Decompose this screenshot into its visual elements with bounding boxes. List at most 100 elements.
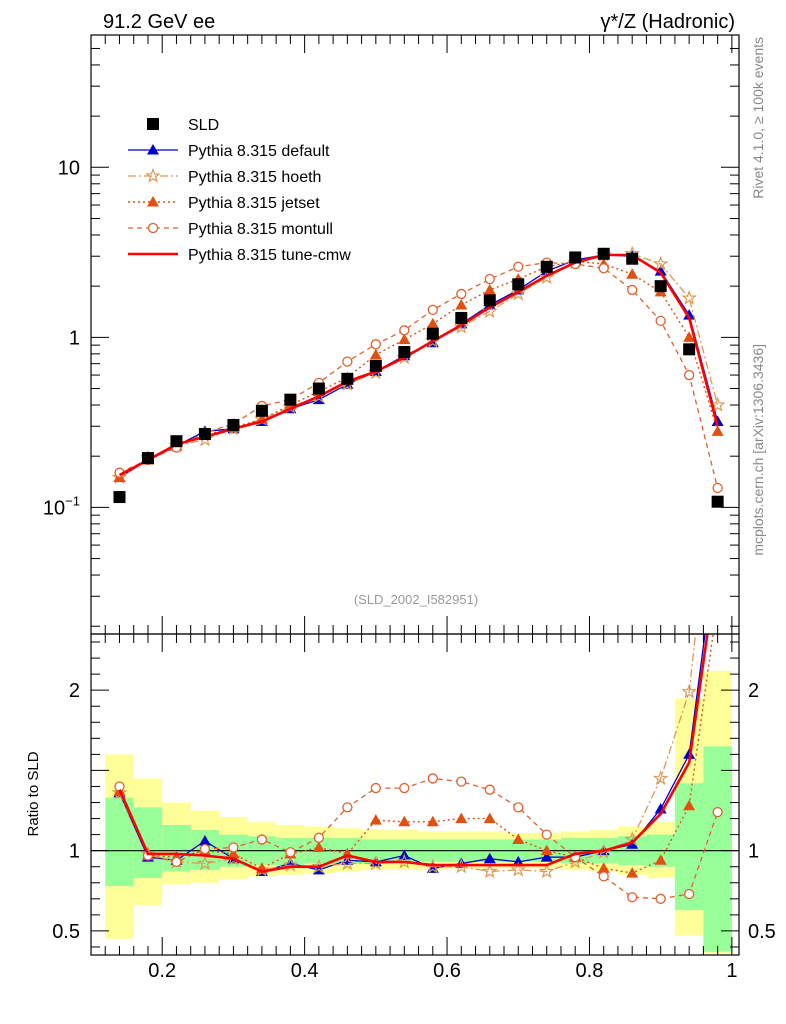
main-point-jetset <box>455 298 468 310</box>
main-point-default <box>711 415 724 426</box>
header-energy: 91.2 GeV ee <box>103 11 215 33</box>
ratio-point-jetset <box>312 841 325 852</box>
ratio-point-hoeth <box>538 863 555 879</box>
ratio-ytick-label-right: 1 <box>748 841 759 863</box>
ratio-ytick-label-right: 0.5 <box>748 921 776 943</box>
main-point-jetset <box>711 425 724 436</box>
ratio-point-montull <box>370 782 381 794</box>
ratio-point-montull <box>313 832 325 843</box>
ratio-point-montull <box>598 871 609 882</box>
ratio-ytick-label-left: 1 <box>69 841 80 863</box>
ratio-point-jetset <box>712 596 724 607</box>
ratio-line-hoeth <box>118 634 697 873</box>
ratio-series <box>111 596 724 904</box>
ratio-uncertainty-bands <box>105 670 732 954</box>
main-point-data <box>284 393 297 406</box>
ratio-series-cmw <box>118 634 709 873</box>
mcplots-label: mcplots.cern.ch [arXiv:1306.3436] <box>750 344 766 556</box>
ratio-point-montull <box>684 888 695 900</box>
ratio-point-jetset <box>398 815 411 827</box>
ratio-ytick-label-right: 2 <box>748 680 759 702</box>
main-line-montull <box>119 261 719 489</box>
main-point-jetset <box>369 348 382 360</box>
main-line-cmw <box>118 253 719 477</box>
ratio-point-montull <box>627 892 638 903</box>
ratio-point-jetset <box>654 854 667 865</box>
main-point-data <box>654 280 667 293</box>
legend-entry-hoeth: Pythia 8.315 hoeth <box>128 167 321 186</box>
main-point-montull <box>484 273 495 285</box>
main-point-data <box>398 345 411 358</box>
main-point-jetset <box>426 317 439 329</box>
ratio-point-jetset <box>512 833 525 844</box>
ratio-ytick-label-left: 0.5 <box>52 921 80 943</box>
ratio-point-montull <box>285 847 296 858</box>
legend-label: Pythia 8.315 tune-cmw <box>188 247 351 264</box>
legend-label: Pythia 8.315 jetset <box>188 195 320 212</box>
legend-entry-data: SLD <box>147 117 219 134</box>
xtick-label: 0.6 <box>433 960 461 982</box>
ratio-point-montull <box>399 782 410 794</box>
main-point-data <box>369 359 382 372</box>
ratio-point-montull <box>342 802 353 813</box>
ratio-point-hoeth <box>339 855 356 871</box>
main-point-montull <box>427 304 438 316</box>
ratio-point-jetset <box>597 862 610 873</box>
main-point-data <box>426 327 439 340</box>
ratio-point-jetset <box>227 847 240 859</box>
main-point-montull <box>627 284 638 296</box>
header-process: γ*/Z (Hadronic) <box>601 11 735 33</box>
legend-marker <box>147 222 159 234</box>
legend-entry-jetset: Pythia 8.315 jetset <box>128 195 320 212</box>
ratio-point-montull <box>456 776 467 787</box>
main-point-hoeth <box>709 396 726 412</box>
main-point-jetset <box>626 268 639 279</box>
main-point-data <box>227 419 240 432</box>
main-point-montull <box>598 263 609 274</box>
legend-marker <box>145 167 161 183</box>
main-point-data <box>113 491 126 504</box>
ratio-point-montull <box>256 834 268 845</box>
main-point-hoeth <box>538 269 555 285</box>
main-point-jetset <box>683 331 696 342</box>
main-point-montull <box>655 315 666 327</box>
xtick-label: 1 <box>726 960 737 982</box>
ratio-point-default <box>540 851 553 862</box>
ratio-point-default <box>198 835 211 846</box>
ratio-line-cmw <box>118 634 709 873</box>
main-series-default <box>113 248 724 482</box>
ratio-point-jetset <box>369 814 382 825</box>
legend-label: Pythia 8.315 hoeth <box>188 169 321 186</box>
ratio-point-jetset <box>455 812 468 824</box>
ratio-point-default <box>483 852 496 864</box>
ratio-point-montull <box>171 856 182 868</box>
band-green <box>703 746 732 952</box>
ratio-point-montull <box>199 843 211 855</box>
legend-label: Pythia 8.315 default <box>188 143 330 160</box>
ratio-point-jetset <box>540 844 553 856</box>
main-point-data <box>170 435 183 448</box>
ratio-point-default <box>512 855 525 867</box>
main-point-data <box>455 311 468 324</box>
main-point-data <box>626 252 639 265</box>
axis-tick-labels: 10−1 1 10 0.2 0.4 0.6 0.8 1 0.5 0.5 1 1 2 2 <box>43 157 776 982</box>
main-ytick-label: 10 <box>58 157 80 179</box>
main-point-hoeth <box>510 285 527 301</box>
ratio-point-montull <box>712 807 723 818</box>
main-point-jetset <box>483 283 496 295</box>
main-point-montull <box>712 482 723 494</box>
main-point-jetset <box>398 333 411 345</box>
ratio-point-montull <box>114 781 125 792</box>
main-point-default <box>654 265 667 276</box>
ratio-point-jetset <box>426 815 439 827</box>
ratio-series-hoeth <box>111 634 697 879</box>
ratio-point-jetset <box>683 799 696 811</box>
main-point-data <box>255 404 268 417</box>
legend-label: SLD <box>188 117 219 134</box>
ratio-point-hoeth <box>481 863 498 879</box>
xtick-label: 0.8 <box>576 960 604 982</box>
main-point-data <box>597 247 610 260</box>
legend-marker <box>147 118 159 130</box>
main-ytick-label: 1 <box>69 327 80 349</box>
